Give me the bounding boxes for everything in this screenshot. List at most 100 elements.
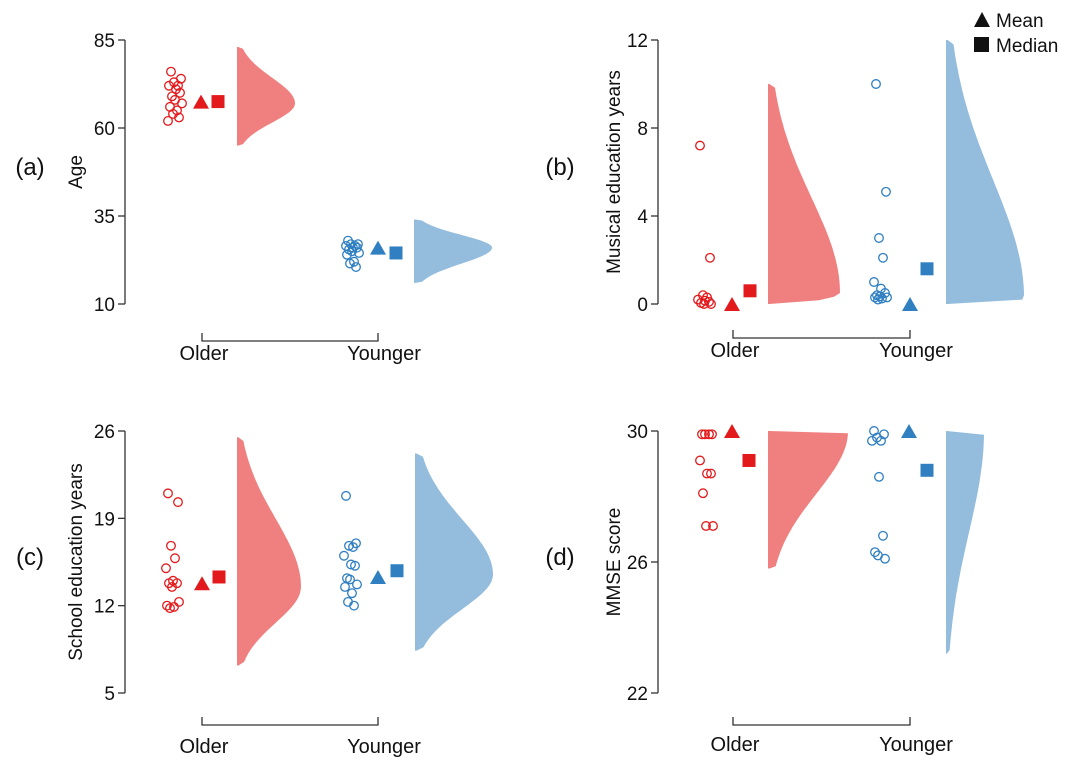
data-point <box>695 140 705 151</box>
data-point <box>174 596 184 607</box>
density-shape <box>946 431 984 654</box>
y-tick-label: 22 <box>627 684 648 705</box>
data-point <box>880 553 890 564</box>
panel-label: (a) <box>15 154 44 181</box>
y-tick-label: 35 <box>94 207 115 228</box>
data-point <box>175 87 185 98</box>
group-older: Older <box>161 437 301 758</box>
category-label: Younger <box>347 343 421 365</box>
panel-c: (c) School education years 5 12 19 26 Older You… <box>16 422 493 758</box>
data-point <box>161 563 171 574</box>
group-older: Older <box>695 424 848 756</box>
median-marker <box>743 284 757 298</box>
y-tick-label: 10 <box>94 295 115 316</box>
legend: Mean Median <box>974 11 1058 57</box>
data-point <box>708 521 718 531</box>
y-tick-label: 26 <box>627 553 648 574</box>
data-point <box>162 600 172 611</box>
x-axis-bracket <box>732 717 911 726</box>
data-point <box>340 582 350 592</box>
data-point <box>704 429 714 440</box>
panel-a: (a) Age 10 35 60 85 Older Younger <box>15 31 492 365</box>
data-point <box>163 116 173 126</box>
density-shape <box>415 453 493 651</box>
category-label: Older <box>711 340 760 362</box>
y-tick-label: 0 <box>637 295 648 316</box>
y-tick-label: 5 <box>104 684 115 705</box>
data-point <box>874 471 884 482</box>
data-point <box>870 547 880 558</box>
data-point <box>177 98 187 109</box>
x-axis-bracket <box>201 717 379 726</box>
y-tick-label: 8 <box>637 119 648 140</box>
density-shape <box>237 437 301 666</box>
data-point <box>706 299 716 309</box>
data-point <box>347 588 357 599</box>
group-younger: Younger <box>339 453 493 758</box>
data-point <box>874 233 884 243</box>
data-point <box>699 299 709 309</box>
data-point <box>878 252 888 263</box>
mean-marker <box>370 240 386 255</box>
y-tick-label: 12 <box>627 31 648 52</box>
category-label: Older <box>180 736 229 758</box>
mean-marker <box>902 297 918 311</box>
panel-b: (b) Musical education years 0 4 8 12 Older Youn… <box>545 31 1024 362</box>
data-point <box>352 579 362 590</box>
data-point <box>873 294 883 305</box>
data-point <box>169 601 179 612</box>
y-tick-label: 19 <box>94 509 115 530</box>
group-younger: Younger <box>341 219 492 365</box>
density-shape <box>768 84 840 304</box>
density-shape <box>768 431 848 569</box>
mean-marker <box>724 297 740 311</box>
data-point <box>345 574 355 585</box>
data-point <box>344 540 354 551</box>
data-point <box>877 293 887 304</box>
data-point <box>354 248 364 258</box>
y-tick-label: 85 <box>94 31 115 52</box>
group-older: Older <box>693 84 840 362</box>
legend-median-label: Median <box>996 36 1058 57</box>
mean-marker <box>193 94 209 109</box>
category-label: Younger <box>347 736 421 758</box>
legend-mean-label: Mean <box>996 11 1044 32</box>
x-axis-bracket <box>732 330 911 339</box>
data-point <box>870 292 880 303</box>
y-axis-label: MMSE score <box>604 508 625 617</box>
data-point <box>351 262 361 272</box>
median-marker <box>920 262 934 276</box>
data-point <box>339 550 349 561</box>
panel-label: (c) <box>16 544 44 571</box>
data-point <box>706 468 716 479</box>
mean-marker <box>901 424 917 438</box>
median-marker <box>211 95 225 109</box>
data-point <box>697 429 707 440</box>
legend-median-square-icon <box>974 37 989 52</box>
data-point <box>174 112 184 123</box>
data-point <box>173 497 183 508</box>
mean-marker <box>370 569 386 584</box>
data-point <box>707 429 717 440</box>
panel-label: (b) <box>545 154 574 181</box>
y-tick-label: 26 <box>94 422 115 443</box>
panel-d: (d) MMSE score 22 26 30 Older Younger <box>545 422 984 756</box>
density-shape <box>237 47 295 146</box>
data-point <box>867 435 877 446</box>
data-point <box>695 455 705 466</box>
y-tick-label: 30 <box>627 422 648 443</box>
data-point <box>350 560 360 571</box>
panel-label: (d) <box>545 544 574 571</box>
data-point <box>701 521 711 531</box>
data-point <box>869 426 879 436</box>
y-tick-label: 60 <box>94 119 115 140</box>
group-younger: Younger <box>869 40 1024 362</box>
mean-marker <box>724 424 740 438</box>
category-label: Younger <box>879 734 953 756</box>
data-point <box>349 600 359 611</box>
data-point <box>705 252 715 263</box>
density-shape <box>946 40 1024 304</box>
data-point <box>346 559 356 570</box>
data-point <box>342 249 352 260</box>
